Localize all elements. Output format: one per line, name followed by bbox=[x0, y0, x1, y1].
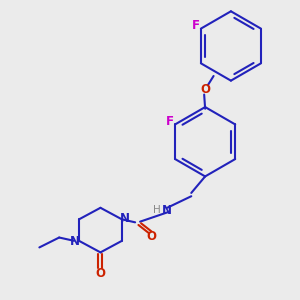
Text: O: O bbox=[200, 83, 210, 96]
Text: F: F bbox=[166, 115, 174, 128]
Text: O: O bbox=[95, 267, 106, 280]
Text: N: N bbox=[161, 204, 172, 217]
Text: O: O bbox=[147, 230, 157, 243]
Text: N: N bbox=[120, 212, 130, 225]
Text: F: F bbox=[192, 19, 200, 32]
Text: N: N bbox=[70, 235, 80, 248]
Text: H: H bbox=[153, 206, 160, 215]
